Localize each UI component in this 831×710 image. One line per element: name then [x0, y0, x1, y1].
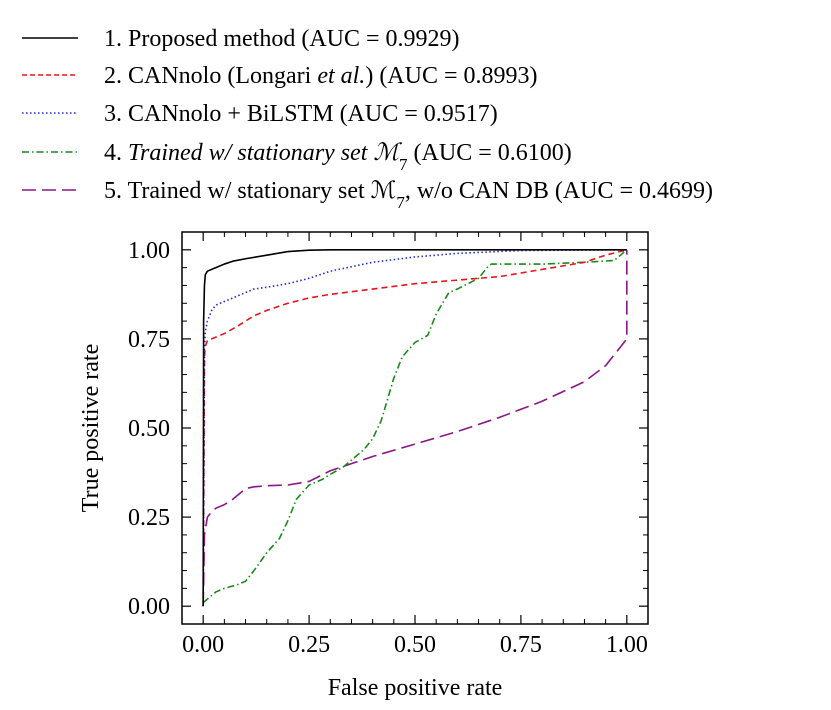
series-line-1	[202, 249, 627, 607]
legend-item-3: 3. CANnolo + BiLSTM (AUC = 0.9517)	[22, 101, 498, 127]
plot-frame	[181, 231, 649, 625]
y-axis-label: True positive rate	[78, 344, 104, 512]
x-axis-label: False positive rate	[328, 675, 503, 701]
legend: 1. Proposed method (AUC = 0.9929) 2. CAN…	[22, 26, 713, 212]
legend-label-5: 5. Trained w/ stationary set ℳ7, w/o CAN…	[104, 178, 713, 212]
legend-label-3: 3. CANnolo + BiLSTM (AUC = 0.9517)	[104, 101, 498, 127]
legend-item-1: 1. Proposed method (AUC = 0.9929)	[22, 26, 460, 52]
legend-item-4: 4. Trained w/ stationary set ℳ7 (AUC = 0…	[22, 140, 572, 174]
y-tick-label: 0.50	[128, 416, 170, 442]
curves	[202, 249, 628, 607]
series-line-4	[202, 249, 628, 604]
series-line-3	[202, 249, 627, 607]
y-tick-label: 0.25	[128, 505, 170, 531]
x-tick-label: 1.00	[606, 632, 648, 658]
legend-label-1: 1. Proposed method (AUC = 0.9929)	[104, 26, 460, 52]
legend-label-4: 4. Trained w/ stationary set ℳ7 (AUC = 0…	[104, 140, 572, 174]
axis-ticks	[182, 232, 648, 624]
tick-labels: 0.00 0.25 0.50 0.75 1.00 0.00 0.25 0.50 0.75 1.00	[128, 238, 648, 658]
y-tick-label: 1.00	[128, 238, 170, 264]
series-line-2	[202, 249, 628, 607]
x-tick-label: 0.50	[394, 632, 436, 658]
x-tick-label: 0.00	[182, 632, 224, 658]
x-tick-label: 0.75	[500, 632, 542, 658]
series-line-5	[202, 249, 628, 607]
legend-item-2: 2. CANnolo (Longari et al.) (AUC = 0.899…	[22, 63, 538, 89]
x-tick-label: 0.25	[288, 632, 330, 658]
y-tick-label: 0.00	[128, 594, 170, 620]
legend-label-2: 2. CANnolo (Longari et al.) (AUC = 0.899…	[104, 63, 538, 89]
legend-item-5: 5. Trained w/ stationary set ℳ7, w/o CAN…	[22, 178, 713, 212]
y-tick-label: 0.75	[128, 327, 170, 353]
